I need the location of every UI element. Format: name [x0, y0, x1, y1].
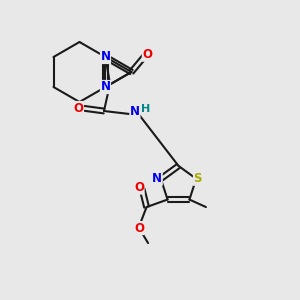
Text: N: N — [130, 105, 140, 118]
Text: N: N — [100, 80, 110, 94]
Text: O: O — [134, 181, 144, 194]
Text: O: O — [134, 221, 144, 235]
Text: N: N — [100, 50, 110, 64]
Text: N: N — [152, 172, 162, 185]
Text: H: H — [141, 104, 151, 115]
Text: O: O — [142, 48, 152, 61]
Text: S: S — [194, 172, 202, 185]
Text: O: O — [74, 101, 83, 115]
